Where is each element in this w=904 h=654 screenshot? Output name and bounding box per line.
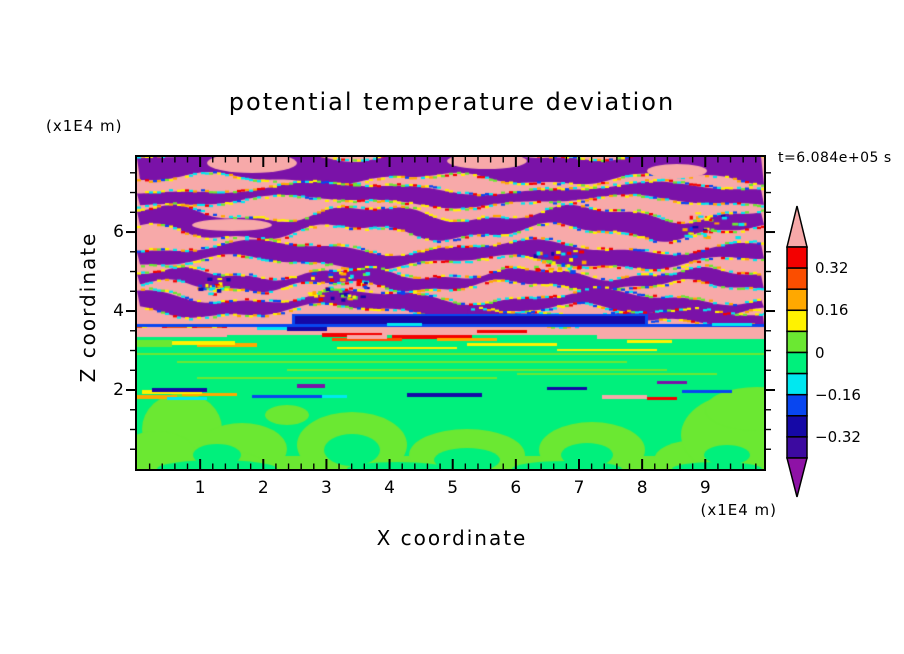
colorbar-segment-indigo <box>786 436 808 459</box>
colorbar-label: 0 <box>815 343 825 362</box>
x-tick-label: 6 <box>510 478 522 498</box>
contour-field-canvas <box>137 157 764 469</box>
colorbar-label: 0.32 <box>815 259 849 278</box>
x-tick-label: 8 <box>636 478 648 498</box>
z-tick-label: 4 <box>113 301 124 322</box>
z-axis-unit-label: (x1E4 m) <box>46 117 123 135</box>
x-tick-label: 5 <box>447 478 459 498</box>
colorbar-label: 0.16 <box>815 301 849 320</box>
colorbar-segment-orange <box>786 288 808 312</box>
colorbar-segment-yellow <box>786 309 808 333</box>
x-tick-label: 9 <box>699 478 711 498</box>
x-axis-unit-label: (x1E4 m) <box>700 501 777 519</box>
colorbar-segment-spring <box>786 351 808 375</box>
colorbar-segment-chartreuse <box>786 330 808 354</box>
colorbar-segment-orange_red <box>786 267 808 290</box>
x-tick-label: 7 <box>573 478 585 498</box>
x-tick-label: 4 <box>384 478 395 498</box>
colorbar-segment-cyan <box>786 372 808 396</box>
colorbar-label: −0.32 <box>815 427 861 446</box>
z-tick-label: 2 <box>113 380 124 400</box>
colorbar-segment-red <box>786 246 808 269</box>
x-tick-label: 3 <box>321 478 332 498</box>
chart-title: potential temperature deviation <box>228 88 676 116</box>
z-tick-label: 6 <box>113 222 124 243</box>
colorbar-segment-blue <box>786 393 808 417</box>
x-tick-label: 2 <box>257 478 269 498</box>
colorbar-segment-navy <box>786 415 808 438</box>
x-axis-label: X coordinate <box>376 526 528 550</box>
colorbar <box>786 205 808 498</box>
x-tick-label: 1 <box>194 478 206 498</box>
time-stamp-label: t=6.084e+05 s <box>778 150 892 166</box>
colorbar-label: −0.16 <box>815 385 861 404</box>
